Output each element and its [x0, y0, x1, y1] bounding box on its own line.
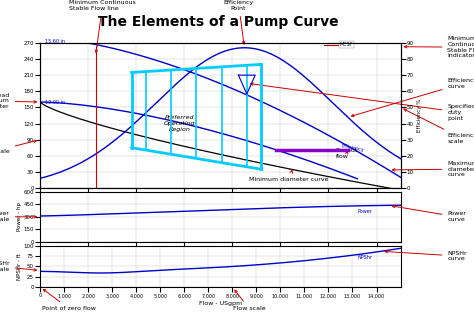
Text: Minimum Continuous
Stable Flow line: Minimum Continuous Stable Flow line — [69, 0, 136, 52]
Text: Best
Efficiency
Point: Best Efficiency Point — [223, 0, 254, 44]
Text: Point of zero flow: Point of zero flow — [42, 289, 96, 311]
Text: 15.60 in: 15.60 in — [45, 39, 65, 44]
Text: Power: Power — [357, 209, 372, 214]
Text: NPSHr
scale: NPSHr scale — [0, 261, 36, 272]
Text: Head scale: Head scale — [0, 140, 36, 154]
Text: Preferred
Operating
Region: Preferred Operating Region — [164, 115, 195, 132]
Text: Power
scale: Power scale — [0, 212, 36, 222]
X-axis label: Flow - USgpm: Flow - USgpm — [199, 301, 242, 306]
Y-axis label: Efficiency %: Efficiency % — [417, 99, 421, 132]
Text: Efficiency
curve: Efficiency curve — [351, 78, 474, 116]
Text: The Elements of a Pump Curve: The Elements of a Pump Curve — [98, 15, 338, 29]
Y-axis label: Power - hp: Power - hp — [17, 202, 22, 231]
Text: Maximum
diameter
curve: Maximum diameter curve — [392, 161, 474, 178]
Text: Efficiency: Efficiency — [340, 143, 365, 152]
Text: Shutoff head
minimum
diameter: Shutoff head minimum diameter — [0, 93, 36, 109]
Text: NPSHr
curve: NPSHr curve — [385, 250, 467, 261]
Text: Flow scale: Flow scale — [233, 290, 265, 311]
Text: Minimum
Continuous
Stable Flow
indicator: Minimum Continuous Stable Flow indicator — [404, 36, 474, 58]
Text: NPShr: NPShr — [357, 255, 372, 260]
Text: Efficiency
scale: Efficiency scale — [404, 109, 474, 144]
Text: Minimum diameter curve: Minimum diameter curve — [249, 171, 329, 182]
Y-axis label: NPSHr - ft: NPSHr - ft — [17, 253, 22, 280]
Text: Specified
duty
point: Specified duty point — [251, 83, 474, 121]
Text: Runout
flow: Runout flow — [336, 148, 358, 159]
Text: MCSF: MCSF — [339, 42, 353, 47]
Text: 12.00 in: 12.00 in — [45, 100, 65, 105]
Text: Shutoff head
maximum
diameter: Shutoff head maximum diameter — [0, 329, 1, 330]
Text: Power
curve: Power curve — [392, 205, 466, 222]
